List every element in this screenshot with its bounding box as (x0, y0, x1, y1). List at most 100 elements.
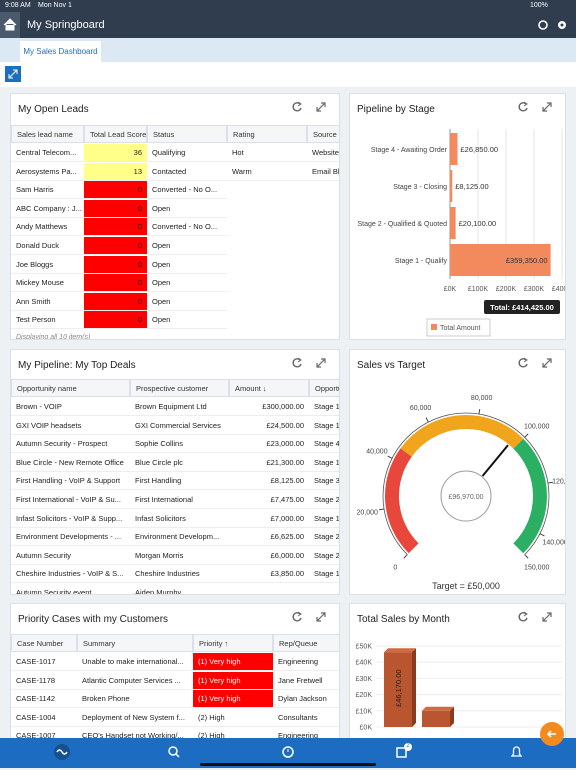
panel-icons[interactable] (289, 356, 329, 370)
gauge-panel: Sales vs Target 0 20,000 40,000 60,000 80,000… (349, 349, 566, 595)
table-cell: Stage 1 (309, 510, 339, 528)
gauge-tick-label: 100,000 (524, 423, 549, 430)
panel-icons[interactable] (515, 356, 555, 370)
panel-icons[interactable] (515, 100, 555, 114)
table-cell: £8,125.00 (229, 472, 309, 491)
gauge-tick (387, 455, 393, 459)
category-label: Stage 3 - Closing (393, 184, 447, 191)
table-cell: 0 (84, 237, 147, 255)
category-label: Stage 4 - Awaiting Order (371, 147, 448, 154)
status-bar: 9:08 AM Mon Nov 1 100% (0, 0, 576, 12)
table-cell: Test Person (11, 311, 84, 330)
value-label: £20,100.00 (459, 219, 497, 228)
table-cell: Jane Fretwell (273, 672, 339, 690)
legend-label: Total Amount (440, 325, 481, 332)
table-cell: Brown - VOIP (11, 398, 130, 416)
gauge-value: £96,970.00 (448, 494, 483, 501)
table-footer: Displaying all 10 item(s) (16, 334, 91, 340)
back-fab[interactable] (540, 722, 564, 746)
table-cell: Blue Circle - New Remote Office (11, 454, 130, 472)
table-cell: Infast Solicitors - VoIP & Supp... (11, 510, 130, 528)
table-cell: 36 (84, 144, 147, 162)
gauge-tick-label: 150,000 (524, 565, 549, 572)
badge: 2 (406, 743, 410, 749)
table-cell: CASE-1142 (11, 690, 77, 708)
column-header: Amount ↓ (229, 379, 309, 397)
table-cell: (1) Very high (193, 653, 273, 671)
table-cell: Cheshire Industries - VoIP & S... (11, 565, 130, 584)
table-cell: Environment Developments - ... (11, 528, 130, 547)
table-cell: Open (147, 256, 227, 274)
gauge-band (400, 415, 524, 457)
table-cell: 0 (84, 292, 147, 311)
table-cell: First Handling - VoIP & Support (11, 472, 130, 491)
table-cell: Open (147, 311, 227, 330)
x-tick-label: £100K (468, 286, 489, 293)
gauge-outline (382, 412, 550, 555)
table-cell: Joe Bloggs (11, 256, 84, 274)
table-cell: Warm (227, 163, 307, 181)
bar (450, 133, 458, 165)
table-cell: Open (147, 274, 227, 293)
target-label: Target = £50,000 (432, 581, 500, 591)
table-cell: Autumn Security (11, 547, 130, 565)
bar-top (384, 648, 416, 653)
table-cell: Stage 1 (309, 565, 339, 584)
panel-icons[interactable] (289, 610, 329, 624)
chart: £0K £100K £200K £300K £400K Stage 4 - Awaitin… (358, 129, 565, 337)
table-cell: (2) High (193, 727, 273, 742)
table-cell: 0 (84, 274, 147, 293)
value-label: £8,125.00 (455, 182, 488, 191)
bar (450, 207, 456, 239)
bar (450, 244, 551, 276)
table-cell: Engineering (273, 653, 339, 671)
table-cell: 0 (84, 255, 147, 274)
table-cell: Hot (227, 144, 307, 162)
gauge-band (385, 448, 419, 554)
panel-title: My Pipeline: My Top Deals (18, 360, 136, 371)
time: 9:08 AM (5, 2, 31, 9)
table-cell: (2) High (193, 709, 273, 727)
table-cell: Stage 1 (309, 398, 339, 416)
column-header: Sales lead name (11, 125, 84, 143)
table-cell: Infast Solicitors (130, 510, 229, 528)
table-cell: Dylan Jackson (273, 690, 339, 708)
x-tick-label: £200K (496, 286, 517, 293)
panel-icons[interactable] (515, 610, 555, 624)
panel-icons[interactable] (289, 100, 329, 114)
home-button[interactable] (0, 12, 20, 38)
deals-panel: My Pipeline: My Top Deals Opportunity nam… (10, 349, 340, 595)
tab[interactable]: My Sales Dashboard (20, 41, 101, 62)
table-cell: Unable to make international... (77, 653, 193, 671)
table-cell: Website (307, 144, 339, 162)
table-cell: Broken Phone (77, 690, 193, 708)
gauge-tick (524, 433, 529, 438)
app-header: My Springboard (0, 12, 576, 38)
table-cell: £7,475.00 (229, 491, 309, 509)
table-cell: Converted - No O... (147, 218, 227, 237)
value-label: £26,850.00 (461, 145, 499, 154)
nav-icons[interactable] (0, 738, 576, 768)
table-cell: CASE-1178 (11, 672, 77, 690)
table-cell: Central Telecom... (11, 144, 84, 162)
table-cell: Deployment of New System f... (77, 709, 193, 727)
table-cell: CASE-1004 (11, 709, 77, 727)
bottom-nav: 2 (0, 738, 576, 768)
panel-title: Sales vs Target (357, 360, 426, 371)
table-cell: Aerosystems Pa... (11, 163, 84, 181)
column-header: Opportunity stage (309, 379, 339, 397)
column-header: Rating (227, 125, 307, 143)
category-label: Stage 2 - Qualified & Quoted (358, 221, 448, 228)
gauge-tick (539, 533, 545, 537)
table-cell: 0 (84, 311, 147, 330)
table-cell: GXI Commercial Services (130, 417, 229, 435)
gauge-tick (403, 554, 408, 559)
expand-button[interactable] (5, 66, 21, 82)
table-cell: £6,000.00 (229, 547, 309, 565)
legend-swatch (431, 324, 437, 330)
gauge-tick-label: 20,000 (357, 510, 379, 517)
value-label: £359,350.00 (506, 256, 548, 265)
table-cell: Consultants (273, 709, 339, 727)
table-cell: Sophie Collins (130, 435, 229, 454)
header-icons[interactable] (537, 18, 569, 32)
